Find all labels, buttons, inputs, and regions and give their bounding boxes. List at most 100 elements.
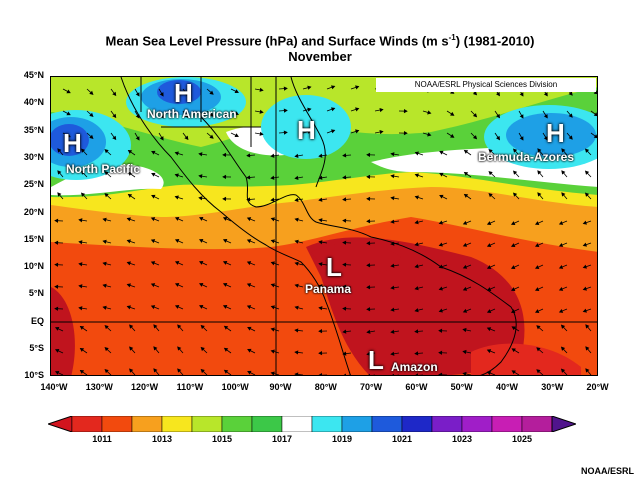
wind-arrowhead — [519, 114, 524, 119]
lat-label: 10°S — [24, 370, 44, 381]
atlantic-us-coast — [290, 77, 326, 188]
wind-arrowhead — [200, 346, 205, 352]
lon-label: 40°W — [495, 382, 519, 392]
wind-arrowhead — [463, 193, 469, 198]
wind-arrowhead — [159, 114, 164, 119]
wind-arrowhead — [543, 92, 548, 97]
wind-arrowhead — [342, 218, 347, 223]
wind-arrowhead — [294, 217, 299, 222]
north-pacific-label: North Pacific — [66, 162, 141, 176]
wind-arrowhead — [177, 324, 182, 329]
wind-arrowhead — [135, 114, 140, 119]
wind-arrowhead — [342, 240, 347, 245]
wind-arrowhead — [462, 308, 468, 313]
wind-arrowhead — [366, 329, 371, 334]
wind-arrowhead — [486, 309, 492, 313]
lat-label: 25°N — [23, 179, 44, 190]
north-pacific-high-letter: H — [63, 128, 82, 158]
colorbar-label: 1021 — [391, 434, 413, 444]
wind-arrowhead — [462, 242, 468, 247]
wind-arrowhead — [222, 196, 227, 202]
wind-arrowhead — [472, 91, 478, 96]
wind-arrowhead — [270, 371, 275, 375]
wind-arrowhead — [129, 346, 134, 351]
wind-arrowhead — [89, 134, 94, 139]
colorbar-segment — [221, 416, 253, 432]
wind-arrowhead — [438, 308, 443, 313]
lon-label: 120°W — [131, 382, 159, 392]
wind-arrowhead — [177, 368, 182, 373]
wind-arrow — [418, 374, 423, 375]
wind-arrowhead — [568, 113, 573, 118]
map-svg — [51, 77, 597, 375]
wind-arrowhead — [318, 306, 323, 311]
wind-arrowhead — [112, 91, 117, 97]
wind-arrowhead — [246, 175, 251, 180]
wind-arrowhead — [318, 153, 323, 158]
colorbar-segment — [461, 416, 493, 432]
wind-arrowhead — [294, 305, 299, 310]
wind-arrowhead — [463, 149, 469, 154]
wind-arrowhead — [294, 328, 299, 333]
wind-arrowhead — [414, 173, 419, 178]
wind-arrowhead — [537, 192, 542, 197]
wind-arrowhead — [366, 285, 371, 290]
wind-arrowhead — [102, 261, 107, 266]
wind-arrowhead — [102, 239, 107, 244]
wind-arrowhead — [439, 172, 444, 177]
wind-arrowhead — [246, 261, 252, 266]
wind-arrowhead — [104, 347, 109, 352]
wind-arrowhead — [234, 89, 239, 94]
wind-arrowhead — [513, 148, 518, 153]
wind-arrowhead — [403, 131, 408, 136]
lon-label: 80°W — [314, 382, 337, 392]
title-main: Mean Sea Level Pressure (hPa) and Surfac… — [105, 33, 449, 49]
wind-arrowhead — [198, 238, 204, 243]
wind-arrowhead — [318, 197, 323, 202]
wind-arrowhead — [414, 242, 419, 247]
wind-arrowhead — [488, 193, 493, 198]
colorbar-segment — [431, 416, 463, 432]
wind-arrowhead — [270, 261, 275, 266]
amazon-label: Amazon — [391, 360, 438, 374]
wind-arrowhead — [54, 218, 59, 223]
wind-arrowhead — [543, 114, 548, 119]
south-low — [471, 343, 581, 375]
wind-arrowhead — [294, 153, 299, 158]
south-america-coast — [370, 236, 517, 375]
wind-arrowhead — [79, 325, 85, 330]
wind-arrowhead — [390, 174, 395, 179]
wind-arrowhead — [561, 170, 566, 175]
wind-arrowhead — [307, 85, 312, 90]
wind-arrowhead — [582, 220, 588, 225]
wind-arrowhead — [342, 153, 347, 158]
wind-arrowhead — [198, 282, 204, 287]
lat-label: 20°N — [23, 206, 44, 217]
wind-arrowhead — [462, 220, 468, 225]
panama-low-letter: L — [326, 252, 342, 282]
wind-arrowhead — [127, 149, 133, 154]
colorbar-segment — [71, 416, 103, 432]
wind-arrowhead — [366, 241, 371, 246]
wind-arrowhead — [438, 242, 443, 247]
wind-arrowhead — [198, 152, 203, 157]
wind-arrowhead — [222, 152, 227, 158]
wind-arrowhead — [403, 109, 408, 114]
wind-arrowhead — [223, 347, 229, 352]
wind-arrowhead — [390, 241, 395, 246]
wind-arrowhead — [379, 129, 384, 135]
colorbar-label: 1017 — [271, 434, 293, 444]
wind-arrowhead — [151, 150, 156, 155]
amazon-low-letter: L — [368, 345, 384, 375]
wind-arrowhead — [519, 92, 524, 97]
wind-arrowhead — [366, 219, 371, 224]
wind-arrowhead — [342, 351, 347, 356]
wind-arrowhead — [174, 151, 179, 156]
wind-arrowhead — [318, 218, 323, 223]
wind-arrowhead — [200, 368, 205, 374]
wind-arrowhead — [259, 109, 264, 114]
wind-arrowhead — [486, 371, 492, 375]
chart-title: Mean Sea Level Pressure (hPa) and Surfac… — [0, 33, 640, 48]
wind-arrowhead — [283, 86, 288, 91]
wind-arrowhead — [270, 197, 275, 202]
